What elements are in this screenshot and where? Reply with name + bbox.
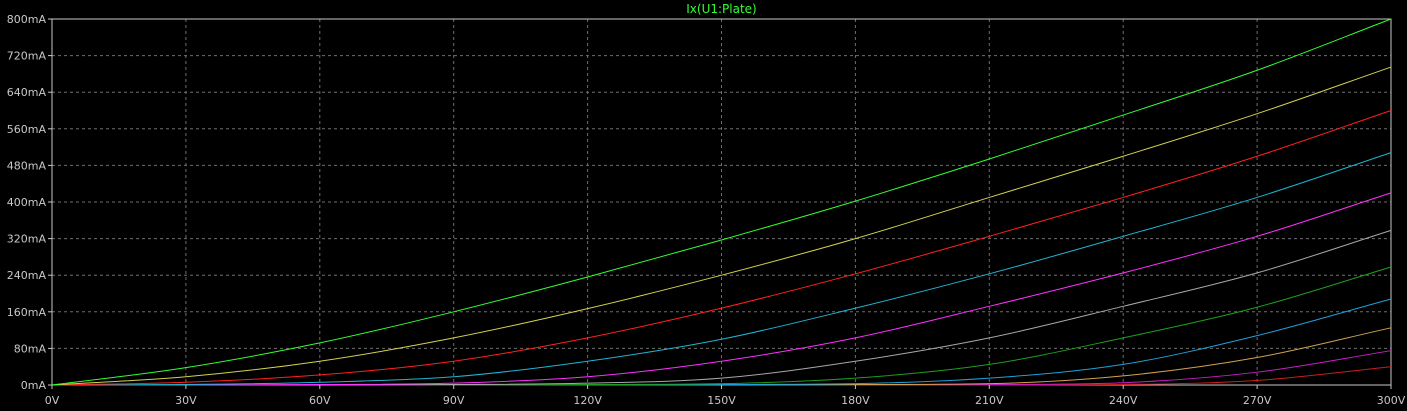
chart-title: Ix(U1:Plate) xyxy=(686,2,756,16)
x-tick-label: 240V xyxy=(1109,394,1138,407)
y-tick-label: 800mA xyxy=(7,13,47,26)
series-line xyxy=(51,110,1392,386)
x-tick-label: 300V xyxy=(1377,394,1406,407)
y-tick-label: 560mA xyxy=(7,123,47,136)
x-tick-label: 150V xyxy=(707,394,736,407)
x-axis-ticks: 0V 30V 60V 90V 120V 150V 180V 210V 240V 270V 300V xyxy=(45,385,1406,407)
x-tick-label: 30V xyxy=(175,394,197,407)
y-tick-label: 0mA xyxy=(21,379,47,392)
x-tick-label: 60V xyxy=(309,394,331,407)
x-tick-label: 90V xyxy=(443,394,465,407)
y-tick-label: 240mA xyxy=(7,269,47,282)
y-tick-label: 400mA xyxy=(7,196,47,209)
grid xyxy=(52,19,1391,385)
y-tick-label: 720mA xyxy=(7,50,47,63)
x-tick-label: 210V xyxy=(975,394,1004,407)
x-tick-label: 180V xyxy=(841,394,870,407)
y-tick-label: 160mA xyxy=(7,306,47,319)
x-tick-label: 0V xyxy=(45,394,60,407)
y-axis-ticks: 0mA 80mA 160mA 240mA 320mA 400mA 480mA 560mA 640… xyxy=(7,13,52,392)
x-tick-label: 120V xyxy=(573,394,602,407)
y-tick-label: 320mA xyxy=(7,233,47,246)
x-tick-label: 270V xyxy=(1243,394,1272,407)
y-tick-label: 80mA xyxy=(14,342,47,355)
series-line xyxy=(51,66,1392,386)
y-tick-label: 480mA xyxy=(7,159,47,172)
series-line xyxy=(51,18,1392,386)
series-line xyxy=(51,152,1392,386)
series-line xyxy=(52,192,1392,386)
y-tick-label: 640mA xyxy=(7,86,47,99)
